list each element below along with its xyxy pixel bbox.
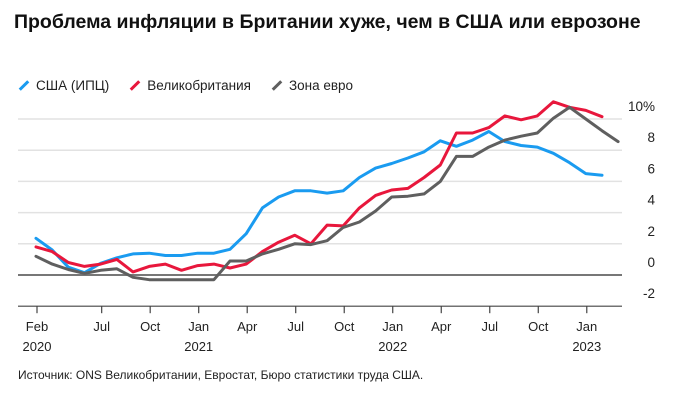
y-tick-label: 2 — [647, 224, 655, 239]
x-tick-label: Apr — [237, 319, 258, 334]
x-tick-year-label: 2020 — [23, 339, 52, 354]
y-tick-label: 6 — [647, 161, 655, 176]
legend-item-us: США (ИПЦ) — [18, 78, 109, 93]
chart-title: Проблема инфляции в Британии хуже, чем в… — [14, 11, 641, 33]
legend-label-us: США (ИПЦ) — [36, 78, 110, 93]
y-tick-label: 10% — [628, 99, 655, 114]
y-tick-label: 4 — [647, 193, 655, 208]
y-tick-label: 0 — [647, 255, 655, 270]
x-tick-year-label: 2023 — [572, 339, 601, 354]
x-tick-label: Feb — [26, 319, 48, 334]
y-tick-label: 8 — [647, 130, 655, 145]
x-tick-year-label: 2022 — [378, 339, 407, 354]
legend-label-eurozone: Зона евро — [288, 78, 354, 93]
series-line-uk — [34, 100, 604, 274]
legend: США (ИПЦ) Великобритания Зона евро — [18, 78, 353, 93]
x-tick-label: Jan — [576, 319, 597, 334]
x-tick-label: Jul — [287, 319, 304, 334]
x-tick-label: Jan — [188, 319, 209, 334]
legend-label-uk: Великобритания — [147, 78, 251, 93]
x-tick-label: Oct — [334, 319, 355, 334]
x-tick-label: Apr — [431, 319, 452, 334]
series-line-us — [34, 130, 604, 275]
series-line-eurozone — [34, 105, 620, 282]
x-tick-year-label: 2021 — [184, 339, 213, 354]
x-tick-label: Oct — [140, 319, 161, 334]
x-tick-label: Jul — [481, 319, 498, 334]
x-tick-label: Jan — [382, 319, 403, 334]
source-note: Источник: ONS Великобритании, Евростат, … — [18, 368, 424, 382]
legend-item-eurozone: Зона евро — [271, 78, 353, 93]
legend-item-uk: Великобритания — [129, 78, 251, 93]
x-tick-label: Oct — [528, 319, 549, 334]
y-tick-label: -2 — [643, 286, 655, 301]
x-tick-label: Jul — [93, 319, 110, 334]
